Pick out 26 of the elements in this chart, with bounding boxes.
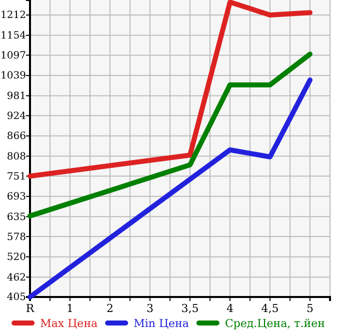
legend-label: Max Цена (40, 317, 98, 330)
y-tick-label: 866 (6, 131, 26, 142)
legend-label: Сред.Цена, т.йен (224, 317, 325, 330)
y-tick-label: 635 (6, 212, 26, 223)
y-tick-label: 1154 (0, 30, 26, 42)
x-tick-label: 3 (146, 302, 154, 315)
y-tick-label: 981 (6, 90, 26, 102)
x-tick-label: 3,5 (181, 302, 199, 315)
y-tick-label: 808 (6, 151, 26, 162)
y-tick-label: 405 (6, 292, 26, 304)
y-tick-label: 462 (6, 272, 26, 284)
y-tick-label: 924 (6, 110, 26, 122)
x-tick-label: 2 (106, 302, 114, 315)
y-tick-label: 520 (6, 252, 26, 264)
x-tick-label: 1 (66, 302, 74, 315)
y-tick-label: 578 (6, 232, 26, 243)
y-tick-label: 693 (6, 192, 26, 203)
y-tick-label: 1212 (0, 10, 26, 22)
y-tick-label: 1039 (0, 70, 26, 82)
y-tick-label: 1097 (0, 50, 26, 62)
legend-label: Min Цена (134, 317, 190, 330)
x-tick-label: 4 (226, 302, 234, 315)
x-tick-label: 4,5 (261, 302, 279, 315)
y-tick-label: 751 (6, 171, 26, 182)
x-tick-label: R (26, 302, 35, 315)
x-tick-label: 5 (306, 302, 314, 315)
